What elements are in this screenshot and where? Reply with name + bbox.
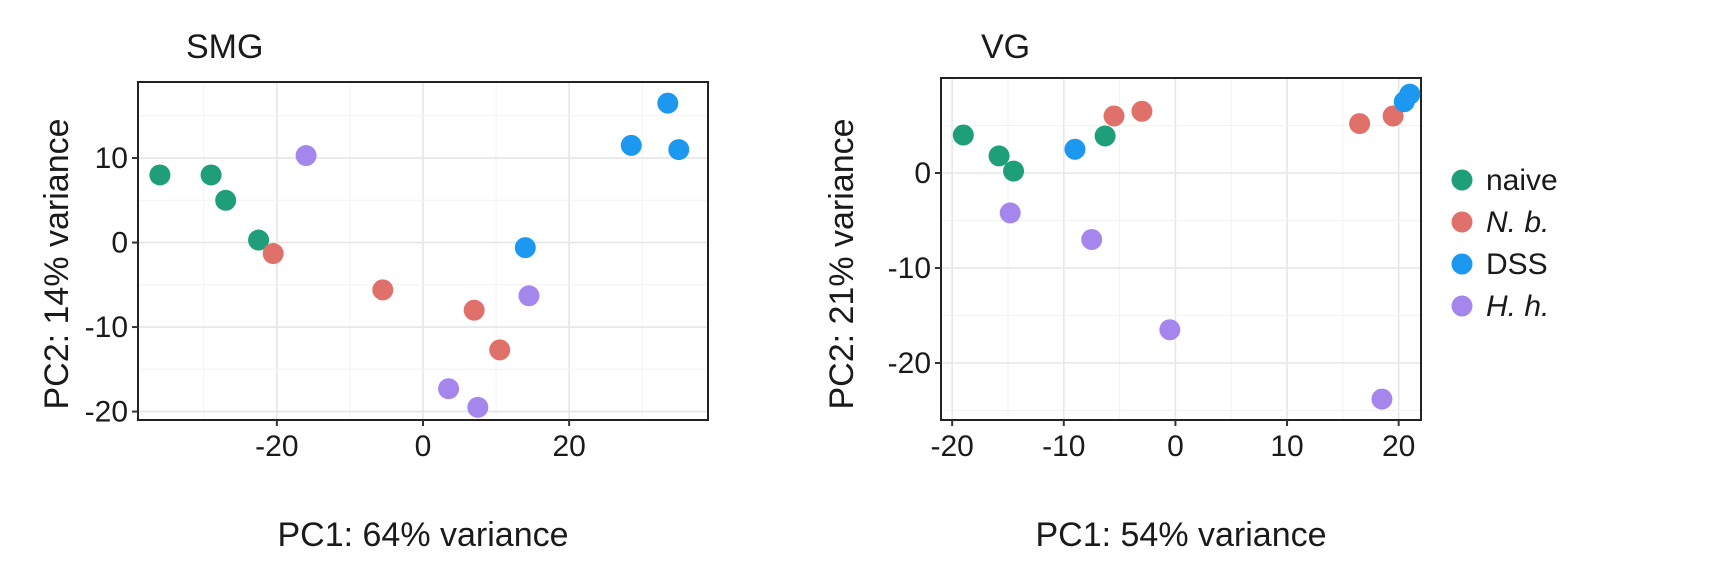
legend-key-dss (1451, 253, 1473, 275)
vg-point-hh (999, 202, 1021, 224)
vg-point-hh (1159, 319, 1181, 341)
vg-point-nb (1103, 105, 1125, 127)
smg-point-naive (248, 229, 270, 251)
legend-label-dss: DSS (1486, 248, 1548, 281)
legend-label-naive: naive (1486, 164, 1558, 197)
smg-point-naive (200, 164, 222, 186)
smg-point-hh (518, 285, 540, 307)
smg-y-tick-label: -10 (85, 311, 128, 344)
smg-grid (138, 82, 708, 420)
vg-x-tick-label: -20 (930, 430, 973, 463)
smg-point-nb (372, 279, 394, 301)
vg-point-naive (1003, 160, 1025, 182)
vg-x-tick-label: 10 (1270, 430, 1303, 463)
smg-point-dss (657, 92, 679, 114)
smg-x-tick-label: -20 (255, 430, 298, 463)
vg-panel-title: VG (981, 28, 1030, 66)
vg-points (952, 83, 1421, 410)
vg-point-hh (1371, 388, 1393, 410)
vg-x-tick-label: 0 (1167, 430, 1184, 463)
vg-x-tick-label: 20 (1382, 430, 1415, 463)
vg-y-axis-title: PC2: 21% variance (823, 118, 861, 409)
vg-point-hh (1081, 229, 1103, 250)
smg-y-tick-label: 10 (95, 142, 128, 175)
smg-point-dss (514, 237, 536, 259)
vg-x-axis-title: PC1: 54% variance (1035, 516, 1326, 554)
smg-y-tick-label: 0 (111, 227, 128, 260)
smg-point-hh (438, 378, 460, 400)
smg-point-dss (620, 134, 642, 156)
vg-plot-frame (940, 77, 1422, 421)
vg-ticks: -20 -10 0 10 20 -20 -10 0 (888, 157, 1416, 463)
legend-label-hh: H. h. (1486, 290, 1549, 323)
smg-y-tick-label: -20 (85, 396, 128, 429)
smg-x-tick-label: 20 (552, 430, 585, 463)
vg-y-tick-label: -20 (888, 347, 931, 380)
smg-point-dss (668, 139, 690, 161)
vg-point-nb (1131, 100, 1153, 122)
vg-point-naive (1094, 125, 1116, 147)
smg-points (149, 92, 690, 418)
legend: naive N. b. DSS H. h. (1451, 164, 1558, 323)
smg-panel: SMG -20 0 20 -20 -10 0 10 PC1: 64% variance PC… (38, 28, 709, 554)
vg-panel: VG -20 -10 0 10 20-20-100 PC1: 54% variance … (823, 28, 1422, 554)
vg-y-tick-label: 0 (914, 157, 931, 190)
smg-x-tick-label: 0 (415, 430, 432, 463)
vg-point-naive (952, 124, 974, 146)
smg-point-hh (467, 396, 489, 418)
smg-point-naive (149, 164, 171, 186)
vg-grid (941, 77, 1421, 420)
smg-y-axis-title: PC2: 14% variance (38, 118, 76, 409)
legend-key-nb (1451, 211, 1473, 233)
legend-label-nb: N. b. (1486, 206, 1549, 239)
legend-key-hh (1451, 295, 1473, 317)
legend-key-naive (1451, 169, 1473, 191)
vg-point-dss (1399, 83, 1421, 105)
vg-x-tick-label: -10 (1042, 430, 1085, 463)
smg-ticks: -20 0 20 -20 -10 0 10 (85, 142, 586, 463)
smg-x-axis-title: PC1: 64% variance (277, 516, 568, 554)
smg-point-naive (215, 189, 237, 211)
smg-point-nb (489, 339, 511, 361)
smg-point-nb (262, 243, 284, 265)
smg-point-hh (295, 145, 317, 167)
vg-point-nb (1382, 105, 1404, 127)
vg-point-nb (1349, 113, 1371, 135)
vg-y-tick-label: -10 (888, 252, 931, 285)
vg-point-naive (988, 145, 1010, 167)
smg-panel-title: SMG (186, 28, 263, 66)
smg-point-nb (463, 299, 485, 321)
vg-point-dss (1064, 138, 1086, 160)
